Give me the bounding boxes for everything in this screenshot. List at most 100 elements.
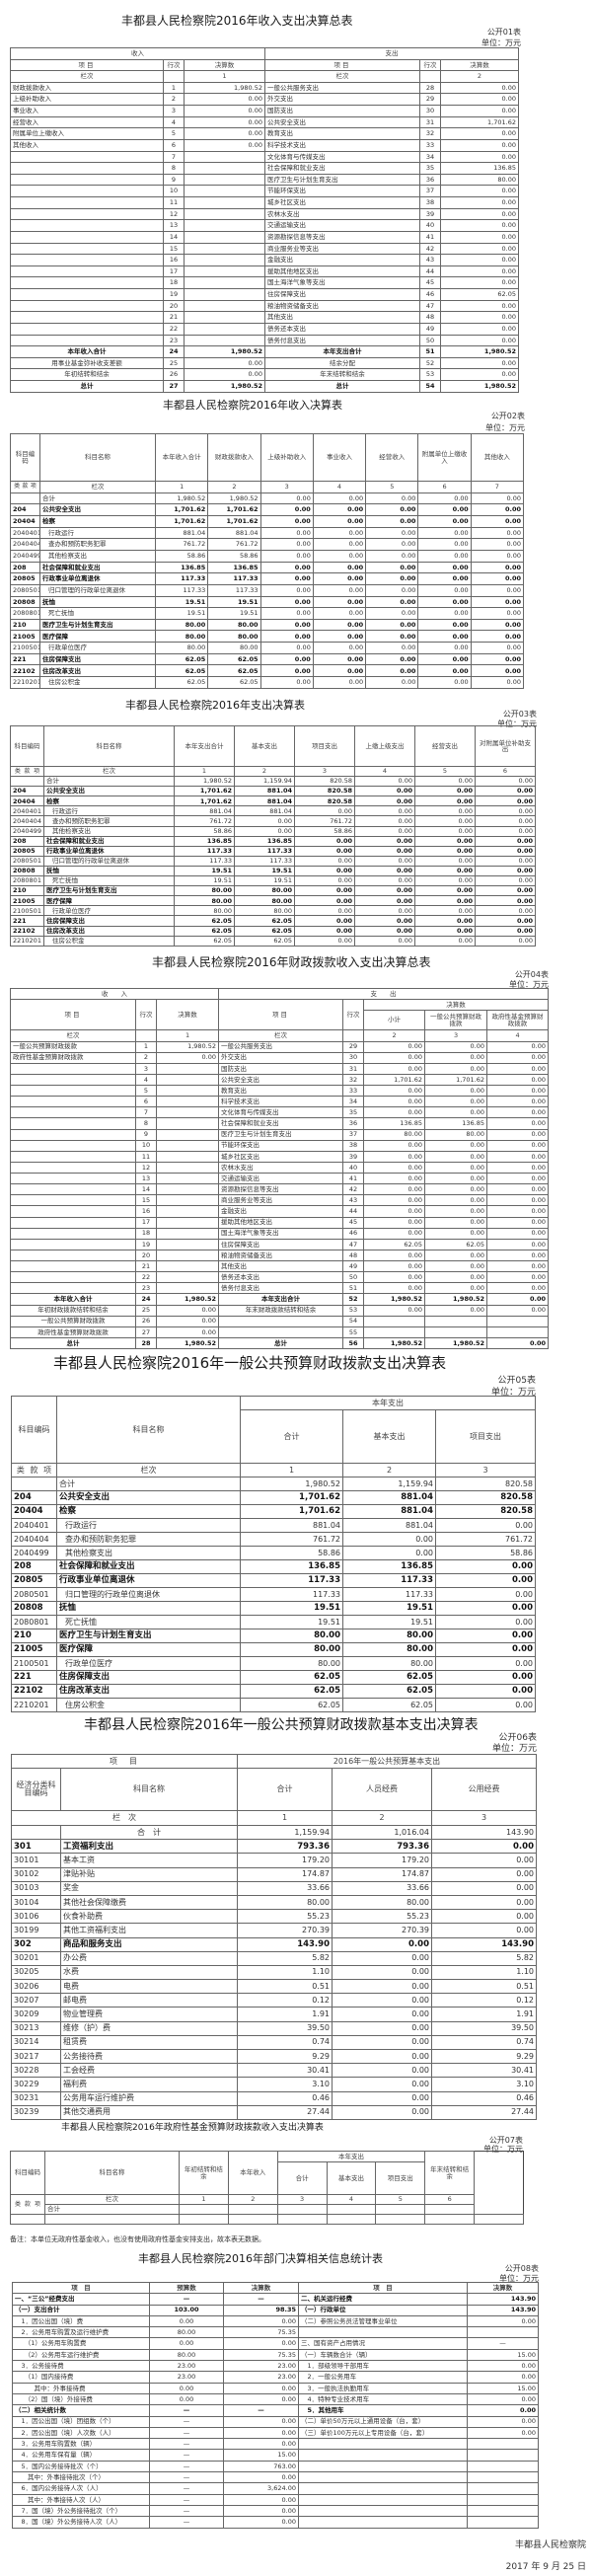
- value-cell: 0.00: [424, 1183, 488, 1196]
- code-cell: 20805: [11, 1573, 57, 1588]
- code-cell: 2040499: [10, 549, 40, 563]
- expense-header: 本年支出: [276, 2151, 426, 2162]
- value-cell: 0.00: [259, 595, 314, 609]
- value-cell: 143.90: [237, 1936, 333, 1952]
- table-row: 7．国（境）外公务接待批次（个） —0.00: [12, 2504, 539, 2518]
- value-cell: 0.00: [259, 561, 314, 574]
- total-header: 合计: [240, 1409, 343, 1464]
- value-cell: 0.00: [431, 1880, 537, 1896]
- value-cell: 0.00: [417, 538, 472, 551]
- code-cell: 20404: [10, 514, 40, 528]
- item-header: 项 目: [298, 2281, 468, 2295]
- value-cell: 33.66: [237, 1880, 333, 1896]
- value-cell: 27.44: [431, 2104, 537, 2120]
- t3-title: 丰都县人民检察院2016年支出决算表: [125, 699, 305, 712]
- label-cell: [10, 299, 164, 313]
- kxl-kuan: 款: [24, 767, 31, 775]
- value-cell: 1,701.62: [207, 514, 261, 528]
- col-num: 3: [276, 2194, 328, 2205]
- code-header: 科目编码: [10, 433, 40, 482]
- label-cell: 23: [163, 334, 185, 347]
- value-cell: 1,980.52: [155, 1293, 220, 1306]
- table-row: 30209 物业管理费 1.91 0.00 1.91: [11, 2007, 537, 2022]
- code-cell: 2080801: [10, 875, 44, 887]
- label-cell: 一般公共预算财政拨款: [10, 1040, 136, 1053]
- label-cell: 25: [163, 356, 185, 370]
- value-cell: 1,159.94: [237, 1824, 333, 1841]
- label-cell: 38: [342, 1139, 365, 1152]
- label-cell: 债务还本支出: [264, 322, 420, 336]
- table-row: 221 住房保障支出 62.05 62.05 0.00 0.00 0.00 0.00 0.00: [10, 652, 525, 666]
- label-cell: 公共安全支出: [43, 786, 175, 797]
- value-cell: 0.00: [424, 1139, 488, 1152]
- col-header: 经营支出: [414, 725, 476, 767]
- value-cell: 0.00: [259, 630, 314, 644]
- table-row: 19 住房保障支出 47 62.05 62.05 0.00: [10, 1238, 549, 1250]
- value-cell: 19.51: [342, 1601, 436, 1616]
- value-cell: 1.91: [431, 2007, 537, 2022]
- value-cell: 1,980.52: [363, 1336, 426, 1350]
- table-row: 20404 检察 1,701.62 881.04 820.58 0.00 0.00 0.00: [10, 796, 536, 807]
- label-cell: （一）支出合计: [12, 2304, 150, 2316]
- empty: [44, 2214, 180, 2225]
- label-cell: 2．一般公务用车: [298, 2371, 468, 2384]
- value-cell: 117.33: [207, 572, 261, 585]
- value-cell: 0.00: [440, 299, 519, 313]
- value-cell: 23.00: [223, 2360, 299, 2373]
- label-cell: 14: [163, 230, 185, 244]
- empty: [227, 2204, 278, 2215]
- table-row: 4 公共安全支出 32 1,701.62 1,701.62 0.00: [10, 1073, 549, 1087]
- label-cell: [10, 1172, 136, 1185]
- value-cell: 820.58: [435, 1490, 536, 1505]
- value-cell: 1,980.52: [240, 1477, 343, 1491]
- value-cell: 3.10: [431, 2077, 537, 2092]
- value-cell: 0.00: [223, 2314, 299, 2328]
- label-cell: 4: [135, 1073, 157, 1087]
- value-cell: 0.00: [414, 796, 476, 807]
- label-cell: 文化体育与传媒支出: [264, 150, 420, 164]
- code-cell: 208: [10, 561, 40, 574]
- code-cell: 208: [10, 835, 44, 847]
- kxl-kuan: 款: [30, 1465, 38, 1475]
- label-cell: 事业收入: [10, 105, 164, 117]
- value-cell: 0.00: [486, 1096, 549, 1108]
- income-header: 收 入: [9, 988, 220, 1000]
- label-cell: 其他收入: [10, 138, 164, 152]
- col-label: 栏 次: [11, 1810, 238, 1826]
- value-cell: 0.00: [440, 127, 519, 140]
- value-cell: 1,980.52: [440, 345, 519, 358]
- value-cell: 62.05: [234, 935, 295, 947]
- label-cell: [10, 1216, 136, 1229]
- table-row: 13 交通运输支出 41 0.00 0.00 0.00: [10, 1172, 549, 1185]
- value-cell: 0.00: [259, 503, 314, 516]
- value-cell: 0.00: [259, 607, 314, 620]
- value-cell: 19.51: [174, 865, 235, 877]
- label-cell: 抚恤: [56, 1601, 241, 1616]
- value-cell: 0.00: [417, 630, 472, 644]
- label-cell: [10, 1161, 136, 1174]
- label-cell: [10, 1062, 136, 1075]
- value-cell: 0.00: [354, 796, 415, 807]
- code-cell: 30205: [11, 1964, 61, 1981]
- label-cell: 节能环保支出: [264, 185, 420, 198]
- col-num: 4: [326, 2194, 377, 2205]
- label-cell: 47: [419, 299, 441, 313]
- code-cell: 2080801: [11, 1615, 57, 1629]
- col-num: 2: [332, 1810, 432, 1826]
- value-cell: 80.00: [342, 1656, 436, 1671]
- value-cell: 1,159.94: [342, 1477, 436, 1491]
- value-cell: 0.00: [470, 538, 525, 551]
- code-cell: 20805: [10, 845, 44, 857]
- table-row: 合 计 1,159.94 1,016.04 143.90: [11, 1824, 537, 1841]
- value-cell: 80.00: [207, 618, 261, 632]
- value-cell: 793.36: [237, 1839, 333, 1855]
- value-cell: [155, 1183, 220, 1196]
- value-cell: 19.51: [154, 607, 209, 620]
- value-cell: 761.72: [294, 815, 355, 827]
- table-row: 7 文化体育与传媒支出 35 0.00 0.00 0.00: [10, 1106, 549, 1119]
- value-cell: 0.12: [431, 1993, 537, 2008]
- label-cell: 12: [135, 1161, 157, 1174]
- value-cell: 1.10: [431, 1964, 537, 1981]
- label-cell: 医疗卫生与计划生育支出: [218, 1128, 344, 1141]
- col-num: 6: [424, 2194, 476, 2205]
